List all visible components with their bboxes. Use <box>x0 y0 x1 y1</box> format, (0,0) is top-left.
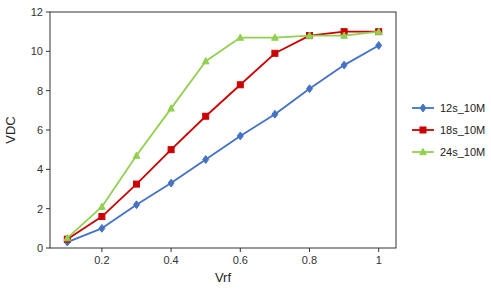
series-line <box>67 45 378 242</box>
point-marker <box>341 32 348 38</box>
y-tick <box>46 169 50 170</box>
point-marker <box>272 50 278 56</box>
x-tick <box>309 248 310 252</box>
point-marker <box>134 201 140 209</box>
plot-frame <box>50 12 396 248</box>
y-axis-label: VDC <box>3 116 18 143</box>
point-marker <box>307 85 313 93</box>
y-tick <box>46 248 50 249</box>
y-tick-label: 12 <box>31 6 43 18</box>
y-tick <box>46 208 50 209</box>
y-tick <box>46 12 50 13</box>
point-marker <box>306 32 313 38</box>
legend-marker <box>420 148 427 154</box>
legend-marker <box>420 104 426 112</box>
point-marker <box>307 33 313 39</box>
point-marker <box>237 132 243 140</box>
legend-label: 24s_10M <box>440 146 485 158</box>
point-marker <box>376 29 382 35</box>
x-tick-label: 0.6 <box>233 254 248 266</box>
legend-label: 18s_10M <box>440 124 485 136</box>
point-marker <box>237 34 244 40</box>
y-tick <box>46 51 50 52</box>
point-marker <box>99 224 105 232</box>
point-marker <box>168 179 174 187</box>
y-tick <box>46 130 50 131</box>
x-tick <box>171 248 172 252</box>
x-tick-label: 0.8 <box>302 254 317 266</box>
point-marker <box>133 152 140 158</box>
point-marker <box>203 156 209 164</box>
y-tick-label: 10 <box>31 45 43 57</box>
y-tick-label: 0 <box>37 242 43 254</box>
y-tick-label: 2 <box>37 203 43 215</box>
plot-area <box>64 28 382 246</box>
x-tick <box>240 248 241 252</box>
point-marker <box>99 203 106 209</box>
x-tick-label: 0.4 <box>163 254 178 266</box>
point-marker <box>237 82 243 88</box>
point-marker <box>203 113 209 119</box>
point-marker <box>202 58 209 64</box>
x-tick <box>378 248 379 252</box>
point-marker <box>64 235 71 241</box>
legend-label: 12s_10M <box>440 102 485 114</box>
y-tick-label: 8 <box>37 85 43 97</box>
x-tick-label: 1 <box>376 254 382 266</box>
y-tick-label: 4 <box>37 163 43 175</box>
point-marker <box>376 42 382 50</box>
point-marker <box>99 214 105 220</box>
point-marker <box>272 34 279 40</box>
point-marker <box>134 181 140 187</box>
point-marker <box>272 110 278 118</box>
point-marker <box>168 147 174 153</box>
x-axis-label: Vrf <box>215 270 232 285</box>
legend: 12s_10M 18s_10M 24s_10M <box>412 102 485 158</box>
x-tick-label: 0.2 <box>94 254 109 266</box>
y-tick <box>46 90 50 91</box>
point-marker <box>341 61 347 69</box>
y-tick-label: 6 <box>37 124 43 136</box>
x-tick <box>101 248 102 252</box>
point-marker <box>168 105 175 111</box>
point-marker <box>375 28 382 34</box>
chart: 0 2 4 6 8 10 12 0.2 0.4 0.6 0.8 1 Vrf VDC 12s_10M 18s_1… <box>0 0 491 292</box>
series-line <box>67 32 378 239</box>
series-line <box>67 32 378 239</box>
legend-marker <box>420 127 426 133</box>
